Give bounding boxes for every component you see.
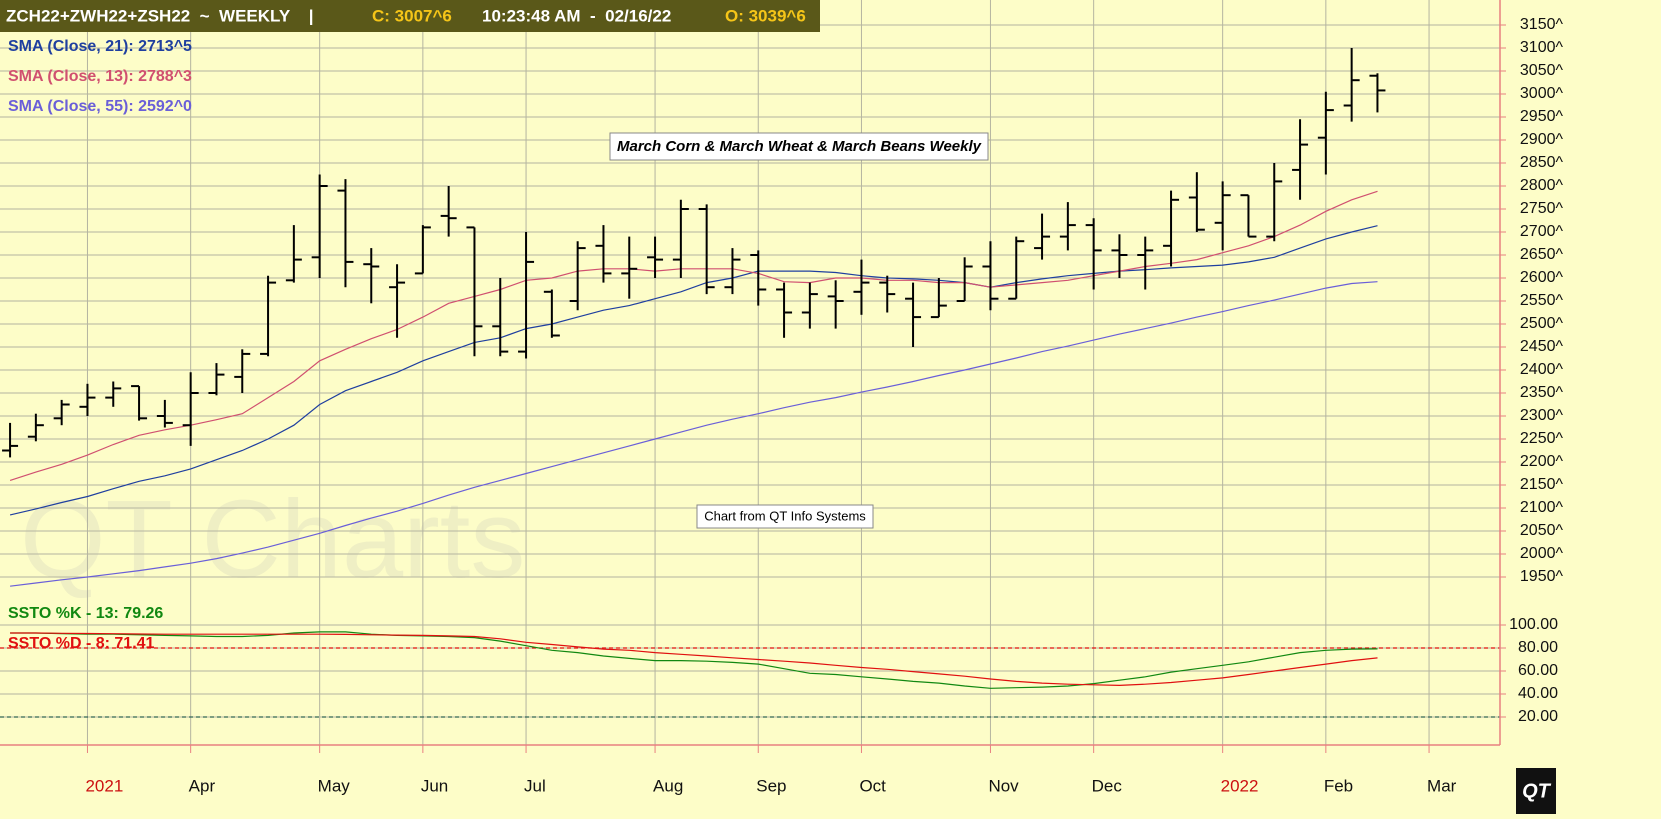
y-tick-label: 2050^ [1520, 522, 1564, 539]
header-open: O: 3039^6 [725, 6, 806, 25]
y-tick-label: 80.00 [1518, 639, 1558, 656]
y-tick-label: 2700^ [1520, 223, 1564, 240]
y-tick-label: 2100^ [1520, 499, 1564, 516]
watermark: QT Charts [20, 478, 525, 601]
logo-box [1516, 768, 1556, 814]
y-tick-label: 2650^ [1520, 246, 1564, 263]
legend-entry: SMA (Close, 13): 2788^3 [8, 68, 192, 85]
legend-entry: SMA (Close, 55): 2592^0 [8, 98, 192, 115]
y-tick-label: 3050^ [1520, 62, 1564, 79]
line-series [10, 631, 1378, 689]
annotation-box [696, 504, 874, 529]
legend-entry: SSTO %K - 13: 79.26 [8, 605, 163, 622]
y-tick-label: 2350^ [1520, 384, 1564, 401]
x-tick-label: Aug [653, 776, 683, 795]
title-box [609, 132, 989, 161]
y-tick-label: 2500^ [1520, 315, 1564, 332]
line-series [9, 190, 1378, 481]
y-tick-label: 2750^ [1520, 200, 1564, 217]
y-tick-label: 1950^ [1520, 568, 1564, 585]
y-tick-label: 100.00 [1509, 616, 1558, 633]
x-tick-label: Apr [189, 776, 216, 795]
line-series [9, 225, 1378, 516]
y-tick-label: 2250^ [1520, 430, 1564, 447]
y-tick-label: 2800^ [1520, 177, 1564, 194]
y-tick-label: 2950^ [1520, 108, 1564, 125]
x-tick-label: 2022 [1221, 776, 1259, 795]
y-tick-label: 2450^ [1520, 338, 1564, 355]
y-tick-label: 2300^ [1520, 407, 1564, 424]
header-symbol: ZCH22+ZWH22+ZSH22 ~ WEEKLY | [6, 6, 314, 25]
y-tick-label: 2000^ [1520, 545, 1564, 562]
y-tick-label: 2200^ [1520, 453, 1564, 470]
y-tick-label: 3100^ [1520, 39, 1564, 56]
x-tick-label: Nov [988, 776, 1019, 795]
legend-entry: SMA (Close, 21): 2713^5 [8, 38, 192, 55]
y-tick-label: 3000^ [1520, 85, 1564, 102]
y-tick-label: 3150^ [1520, 16, 1564, 33]
y-tick-label: 2150^ [1520, 476, 1564, 493]
chart-title: March Corn & March Wheat & March Beans W… [617, 138, 982, 155]
y-tick-label: 2550^ [1520, 292, 1564, 309]
line-series [10, 281, 1378, 587]
y-tick-label: 2850^ [1520, 154, 1564, 171]
x-tick-label: May [318, 776, 351, 795]
x-tick-label: Jul [524, 776, 546, 795]
y-tick-label: 2600^ [1520, 269, 1564, 286]
x-tick-label: Dec [1092, 776, 1123, 795]
header-close: C: 3007^6 [372, 6, 452, 25]
line-series [10, 632, 1378, 687]
x-tick-label: Sep [756, 776, 786, 795]
header-time: 10:23:48 AM - 02/16/22 [482, 6, 671, 25]
grid-layer [0, 0, 1506, 753]
logo: QT [1522, 780, 1552, 802]
y-tick-label: 20.00 [1518, 708, 1558, 725]
x-tick-label: Mar [1427, 776, 1457, 795]
x-tick-label: Oct [859, 776, 886, 795]
header-bar [0, 0, 820, 32]
y-tick-label: 40.00 [1518, 685, 1558, 702]
y-tick-label: 2400^ [1520, 361, 1564, 378]
x-tick-label: 2021 [85, 776, 123, 795]
marks-layer [2, 48, 1386, 689]
x-tick-label: Jun [421, 776, 448, 795]
annotation: Chart from QT Info Systems [704, 508, 866, 523]
y-tick-label: 2900^ [1520, 131, 1564, 148]
x-tick-label: Feb [1324, 776, 1353, 795]
legend-entry: SSTO %D - 8: 71.41 [8, 635, 155, 652]
y-tick-label: 60.00 [1518, 662, 1558, 679]
